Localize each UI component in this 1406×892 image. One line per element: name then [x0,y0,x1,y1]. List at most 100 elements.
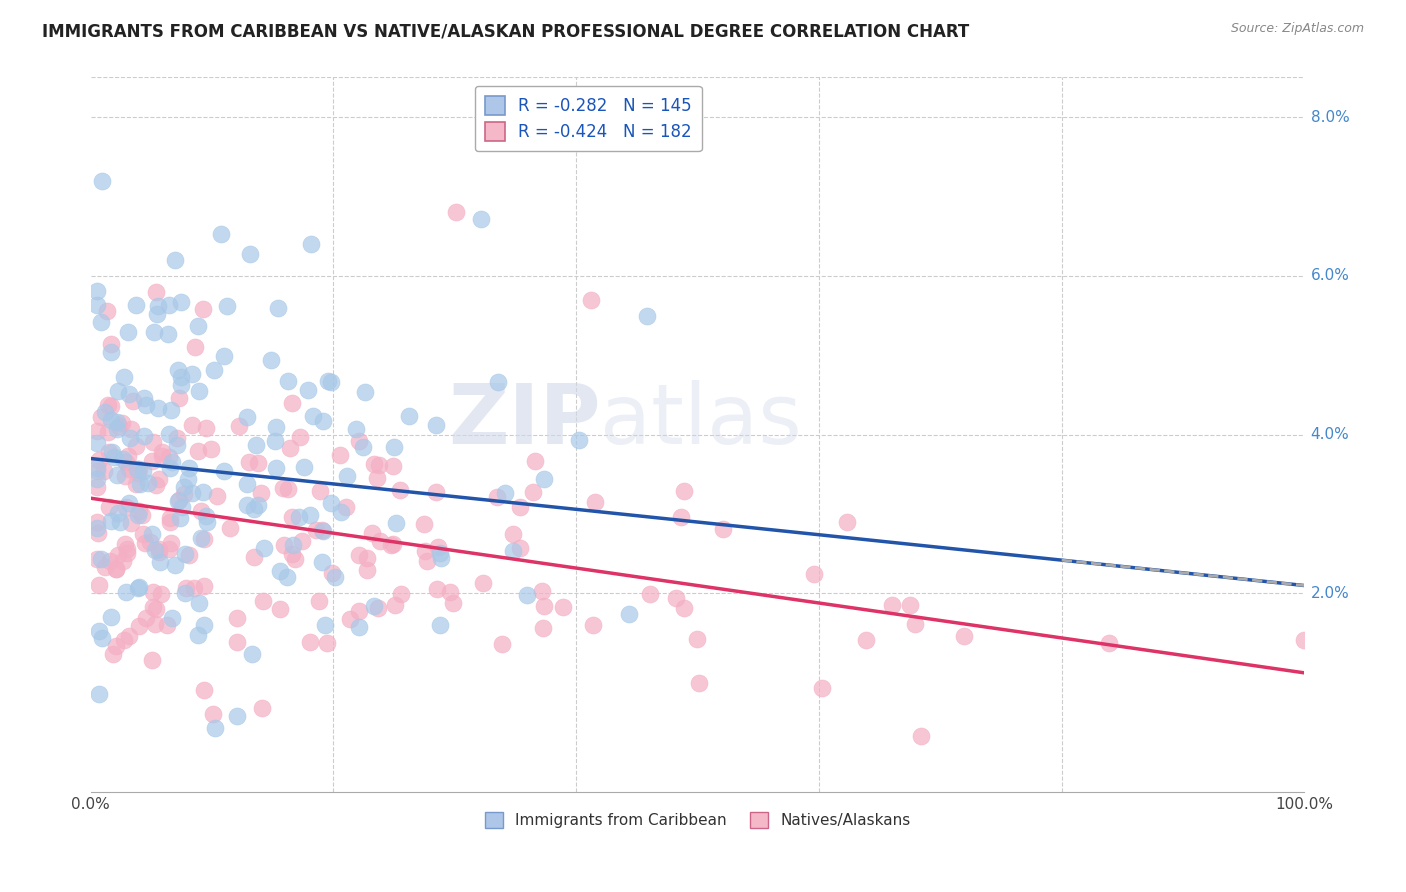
Point [226,635,249,649]
Point [107,548,129,562]
Point [173,480,195,494]
Point [90,551,112,566]
Point [134,391,156,405]
Point [205,489,228,503]
Point [170,295,193,310]
Point [226,610,249,624]
Point [165,558,187,572]
Point [195,516,218,530]
Point [509,541,531,555]
Point [425,418,447,433]
Point [276,570,298,584]
Point [311,523,333,537]
Legend: Immigrants from Caribbean, Natives/Alaskans: Immigrants from Caribbean, Natives/Alask… [478,806,917,834]
Point [160,455,183,469]
Point [117,449,139,463]
Point [105,562,128,576]
Point [277,482,299,496]
Point [366,471,388,485]
Point [167,362,190,376]
Point [471,575,494,590]
Point [104,639,127,653]
Point [281,510,304,524]
Point [314,617,336,632]
Point [100,336,122,351]
Text: ZIP: ZIP [449,380,600,461]
Point [172,500,194,515]
Point [87,578,110,592]
Point [299,635,322,649]
Point [491,637,513,651]
Point [269,602,291,616]
Point [193,532,215,546]
Point [339,612,361,626]
Point [486,375,509,389]
Point [87,525,110,540]
Point [356,563,378,577]
Point [187,319,209,334]
Point [105,422,128,436]
Point [319,376,342,390]
Point [141,653,163,667]
Point [516,587,538,601]
Point [803,566,825,581]
Point [146,307,169,321]
Point [298,508,321,522]
Point [107,506,129,520]
Point [247,456,270,470]
Point [898,598,921,612]
Point [381,458,404,473]
Point [100,345,122,359]
Point [429,618,451,632]
Point [617,607,640,621]
Point [811,681,834,696]
Point [200,442,222,456]
Point [277,374,299,388]
Point [173,486,195,500]
Point [209,227,232,241]
Point [122,393,145,408]
Point [177,461,200,475]
Point [263,434,285,449]
Text: IMMIGRANTS FROM CARIBBEAN VS NATIVE/ALASKAN PROFESSIONAL DEGREE CORRELATION CHAR: IMMIGRANTS FROM CARIBBEAN VS NATIVE/ALAS… [42,22,969,40]
Point [127,581,149,595]
Point [271,481,294,495]
Point [184,340,207,354]
Point [141,526,163,541]
Point [835,515,858,529]
Point [86,521,108,535]
Point [323,570,346,584]
Point [335,500,357,514]
Point [97,398,120,412]
Point [149,556,172,570]
Point [180,486,202,500]
Point [132,527,155,541]
Point [470,212,492,227]
Point [264,460,287,475]
Point [880,598,903,612]
Point [673,600,696,615]
Point [86,480,108,494]
Point [344,422,367,436]
Point [347,548,370,562]
Point [486,490,509,504]
Point [156,618,179,632]
Point [219,520,242,534]
Point [688,676,710,690]
Point [259,352,281,367]
Point [273,538,295,552]
Point [112,632,135,647]
Point [910,730,932,744]
Point [568,433,591,447]
Point [86,284,108,298]
Point [170,378,193,392]
Point [139,534,162,549]
Point [150,450,173,464]
Point [101,648,124,662]
Point [86,460,108,475]
Point [1294,633,1316,648]
Point [134,536,156,550]
Point [412,517,434,532]
Text: 6.0%: 6.0% [1310,268,1350,284]
Point [157,427,180,442]
